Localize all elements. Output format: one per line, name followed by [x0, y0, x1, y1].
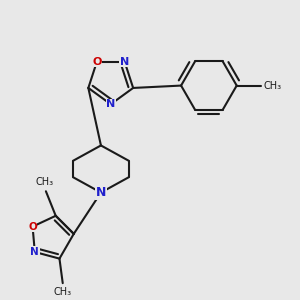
Text: O: O: [92, 57, 102, 67]
Text: N: N: [106, 99, 116, 109]
Text: N: N: [30, 247, 39, 257]
Text: CH₃: CH₃: [35, 177, 53, 187]
Text: N: N: [120, 57, 129, 67]
Text: O: O: [28, 222, 37, 232]
Text: CH₃: CH₃: [54, 287, 72, 297]
Text: CH₃: CH₃: [264, 81, 282, 91]
Text: N: N: [96, 186, 106, 199]
